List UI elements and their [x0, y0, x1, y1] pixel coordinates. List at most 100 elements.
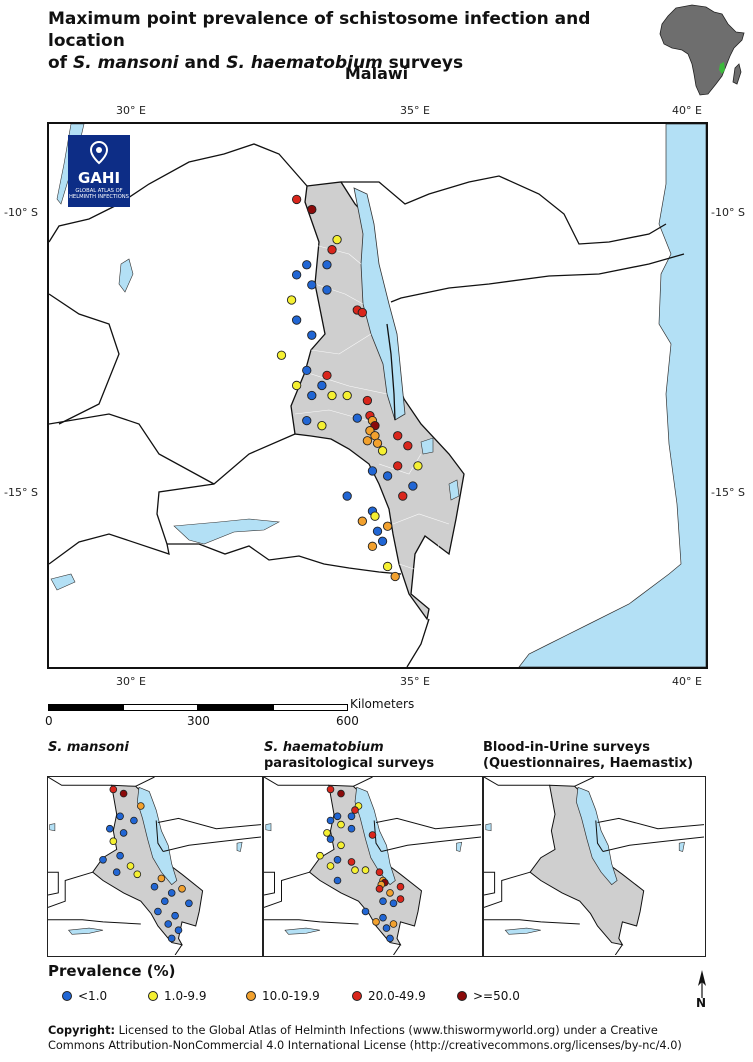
panel-survey-point-1-9[interactable]	[326, 862, 335, 870]
survey-point-20-49[interactable]	[398, 491, 408, 501]
panel-survey-point-lt1[interactable]	[386, 934, 394, 943]
panel-survey-point-20-49[interactable]	[368, 831, 377, 839]
panel-survey-point-20-49[interactable]	[347, 858, 356, 866]
survey-point-lt1[interactable]	[302, 415, 312, 426]
survey-point-lt1[interactable]	[408, 481, 418, 491]
survey-point-lt1[interactable]	[302, 365, 312, 376]
main-map[interactable]	[47, 122, 708, 669]
survey-point-1-9[interactable]	[370, 511, 380, 521]
survey-point-1-9[interactable]	[413, 461, 423, 471]
survey-point-lt1[interactable]	[372, 526, 383, 536]
panel-survey-point-20-49[interactable]	[375, 868, 384, 876]
survey-point-lt1[interactable]	[317, 380, 327, 391]
panel-survey-point-20-49[interactable]	[375, 885, 384, 893]
survey-point-1-9[interactable]	[276, 350, 287, 360]
survey-point-20-49[interactable]	[362, 395, 373, 406]
panel-survey-point-10-19[interactable]	[137, 802, 145, 810]
panel-survey-point-20-49[interactable]	[396, 895, 405, 903]
panel-haematobium-map[interactable]	[263, 776, 483, 957]
panel-survey-point-1-9[interactable]	[316, 851, 324, 860]
panel-survey-point-lt1[interactable]	[116, 851, 124, 860]
panel-survey-point-lt1[interactable]	[379, 913, 387, 922]
panel-survey-point-1-9[interactable]	[361, 866, 370, 874]
survey-point-10-19[interactable]	[372, 438, 383, 448]
panel-survey-point-lt1[interactable]	[167, 934, 176, 943]
panel-survey-point-lt1[interactable]	[326, 816, 335, 825]
survey-point-20-49[interactable]	[393, 431, 403, 441]
panel-survey-point-1-9[interactable]	[126, 862, 135, 870]
survey-point-gte50[interactable]	[307, 204, 317, 215]
panel-survey-point-lt1[interactable]	[379, 897, 387, 905]
panel-survey-point-10-19[interactable]	[389, 920, 398, 928]
panel-survey-point-1-9[interactable]	[351, 866, 359, 874]
survey-point-1-9[interactable]	[291, 380, 302, 391]
survey-point-lt1[interactable]	[382, 471, 393, 481]
survey-point-1-9[interactable]	[286, 295, 297, 305]
survey-point-20-49[interactable]	[393, 461, 403, 471]
survey-point-lt1[interactable]	[302, 260, 312, 270]
survey-point-1-9[interactable]	[342, 390, 352, 401]
survey-point-lt1[interactable]	[367, 466, 378, 476]
panel-survey-point-lt1[interactable]	[382, 924, 391, 932]
panel-survey-point-20-49[interactable]	[351, 806, 359, 814]
panel-survey-point-1-9[interactable]	[337, 820, 345, 829]
panel-survey-point-lt1[interactable]	[112, 868, 121, 876]
panel-survey-point-10-19[interactable]	[386, 889, 394, 897]
panel-survey-point-lt1[interactable]	[116, 812, 124, 821]
survey-point-lt1[interactable]	[322, 285, 332, 295]
panel-survey-point-gte50[interactable]	[337, 789, 345, 798]
survey-point-20-49[interactable]	[322, 370, 332, 381]
panel-survey-point-lt1[interactable]	[333, 812, 342, 821]
panel-survey-point-1-9[interactable]	[133, 870, 142, 879]
panel-survey-point-lt1[interactable]	[105, 824, 114, 833]
panel-survey-point-lt1[interactable]	[130, 816, 138, 825]
survey-point-1-9[interactable]	[327, 390, 337, 401]
survey-point-lt1[interactable]	[307, 280, 317, 290]
panel-survey-point-20-49[interactable]	[326, 785, 335, 794]
survey-point-10-19[interactable]	[390, 571, 400, 582]
panel-survey-point-lt1[interactable]	[99, 856, 107, 864]
panel-survey-point-1-9[interactable]	[323, 829, 331, 837]
survey-point-lt1[interactable]	[342, 491, 352, 501]
survey-point-20-49[interactable]	[327, 245, 337, 255]
survey-point-lt1[interactable]	[307, 330, 317, 340]
survey-point-lt1[interactable]	[307, 390, 317, 401]
panel-survey-point-lt1[interactable]	[150, 882, 159, 891]
survey-point-lt1[interactable]	[377, 536, 388, 546]
panel-survey-point-lt1[interactable]	[174, 926, 183, 935]
panel-survey-point-lt1[interactable]	[185, 899, 193, 908]
panel-survey-point-20-49[interactable]	[109, 785, 118, 794]
survey-point-20-49[interactable]	[291, 194, 302, 205]
survey-point-10-19[interactable]	[367, 541, 378, 551]
panel-survey-point-lt1[interactable]	[333, 856, 342, 864]
survey-point-1-9[interactable]	[377, 446, 388, 456]
panel-blood-in-urine-map[interactable]	[483, 776, 706, 957]
panel-survey-point-lt1[interactable]	[333, 876, 342, 885]
panel-survey-point-gte50[interactable]	[119, 789, 128, 798]
survey-point-10-19[interactable]	[382, 521, 393, 531]
survey-point-10-19[interactable]	[362, 436, 373, 446]
survey-point-1-9[interactable]	[382, 561, 393, 572]
panel-survey-point-lt1[interactable]	[161, 897, 169, 905]
panel-survey-point-lt1[interactable]	[347, 812, 356, 821]
panel-survey-point-10-19[interactable]	[372, 918, 380, 926]
survey-point-lt1[interactable]	[291, 270, 302, 280]
survey-point-10-19[interactable]	[357, 516, 367, 526]
panel-survey-point-lt1[interactable]	[347, 824, 356, 833]
panel-survey-point-10-19[interactable]	[157, 874, 166, 883]
panel-survey-point-lt1[interactable]	[154, 907, 162, 916]
panel-survey-point-lt1[interactable]	[171, 911, 179, 920]
panel-mansoni-map[interactable]	[47, 776, 263, 957]
panel-survey-point-20-49[interactable]	[396, 882, 405, 891]
survey-point-lt1[interactable]	[352, 413, 362, 423]
panel-survey-point-10-19[interactable]	[178, 885, 186, 893]
panel-survey-point-lt1[interactable]	[164, 920, 172, 928]
survey-point-lt1[interactable]	[322, 260, 332, 270]
panel-survey-point-1-9[interactable]	[109, 837, 118, 845]
panel-survey-point-lt1[interactable]	[167, 889, 176, 897]
panel-survey-point-lt1[interactable]	[326, 835, 335, 843]
panel-survey-point-lt1[interactable]	[389, 899, 398, 908]
survey-point-lt1[interactable]	[291, 315, 302, 325]
panel-survey-point-1-9[interactable]	[337, 841, 345, 850]
survey-point-1-9[interactable]	[317, 421, 327, 431]
